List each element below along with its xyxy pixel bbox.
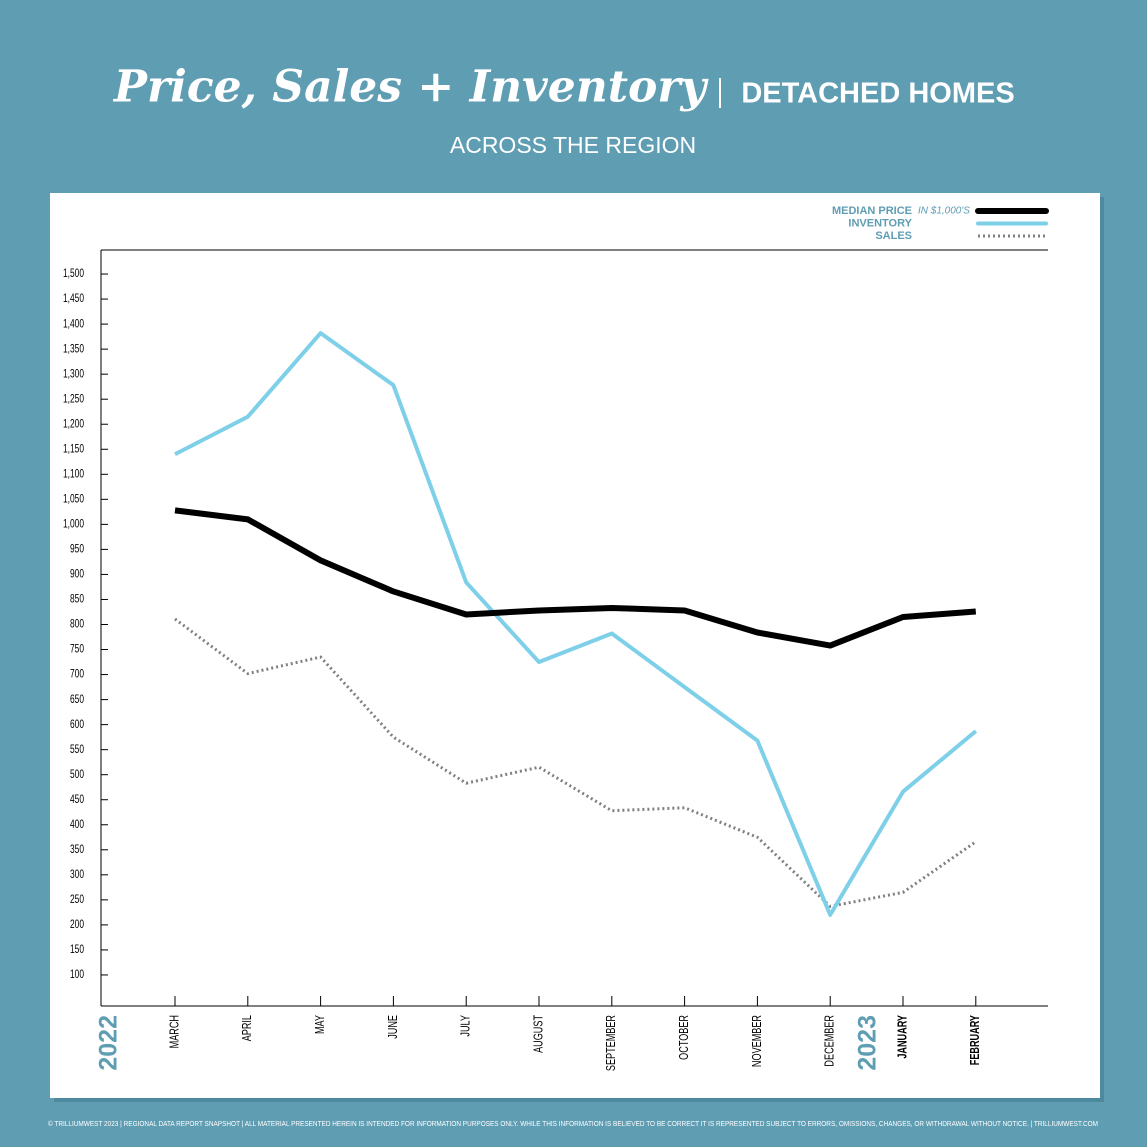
x-tick-label: JULY xyxy=(459,1015,473,1037)
y-tick-label: 500 xyxy=(70,769,84,782)
legend-label: MEDIAN PRICE xyxy=(832,205,912,217)
panel xyxy=(50,193,1100,1098)
y-tick-label: 1,050 xyxy=(63,493,84,506)
chart-title: Price, Sales + Inventory xyxy=(112,62,710,113)
y-tick-label: 250 xyxy=(70,894,84,907)
x-tick-label: JUNE xyxy=(386,1015,400,1039)
y-tick-label: 1,450 xyxy=(63,293,84,306)
x-tick-label: DECEMBER xyxy=(823,1015,837,1067)
y-tick-label: 1,400 xyxy=(63,318,84,331)
year-label: 2023 xyxy=(854,1015,882,1071)
y-tick-label: 900 xyxy=(70,568,84,581)
y-tick-label: 650 xyxy=(70,693,84,706)
y-tick-label: 550 xyxy=(70,744,84,757)
y-tick-label: 200 xyxy=(70,919,84,932)
y-tick-label: 1,150 xyxy=(63,443,84,456)
x-tick-label: AUGUST xyxy=(532,1015,546,1053)
y-tick-label: 150 xyxy=(70,944,84,957)
y-tick-label: 750 xyxy=(70,643,84,656)
y-tick-label: 1,300 xyxy=(63,368,84,381)
legend-label: INVENTORY xyxy=(848,217,912,229)
x-tick-label: FEBRUARY xyxy=(969,1015,983,1066)
legend-label: SALES xyxy=(875,230,912,242)
series-line xyxy=(174,617,977,908)
series-line xyxy=(174,507,977,649)
x-tick-label: OCTOBER xyxy=(678,1015,692,1060)
x-tick-label: SEPTEMBER xyxy=(605,1015,619,1071)
y-tick-label: 300 xyxy=(70,869,84,882)
y-tick-label: 1,200 xyxy=(63,418,84,431)
x-tick-label: MAY xyxy=(314,1015,328,1034)
y-tick-label: 1,000 xyxy=(63,518,84,531)
footer: © TRILLIUMWEST 2023 | REGIONAL DATA REPO… xyxy=(48,1119,1098,1128)
chart-subtitle: DETACHED HOMES xyxy=(741,78,1014,110)
y-tick-label: 600 xyxy=(70,719,84,732)
year-label: 2022 xyxy=(95,1015,123,1071)
y-tick-label: 850 xyxy=(70,593,84,606)
y-tick-label: 450 xyxy=(70,794,84,807)
chart-caption: ACROSS THE REGION xyxy=(450,132,696,158)
x-tick-label: NOVEMBER xyxy=(750,1015,764,1067)
legend-note: IN $1,000'S xyxy=(918,206,970,217)
x-tick-label: JANUARY xyxy=(896,1015,910,1059)
y-tick-label: 100 xyxy=(70,969,84,982)
y-tick-label: 1,350 xyxy=(63,343,84,356)
y-tick-label: 350 xyxy=(70,844,84,857)
x-tick-label: APRIL xyxy=(241,1015,255,1041)
x-tick-label: MARCH xyxy=(168,1015,182,1048)
y-tick-label: 1,100 xyxy=(63,468,84,481)
series-line xyxy=(174,331,978,917)
y-tick-label: 950 xyxy=(70,543,84,556)
y-tick-label: 1,250 xyxy=(63,393,84,406)
y-tick-label: 800 xyxy=(70,618,84,631)
y-tick-label: 1,500 xyxy=(63,268,84,281)
y-tick-label: 400 xyxy=(70,819,84,832)
y-tick-label: 700 xyxy=(70,668,84,681)
